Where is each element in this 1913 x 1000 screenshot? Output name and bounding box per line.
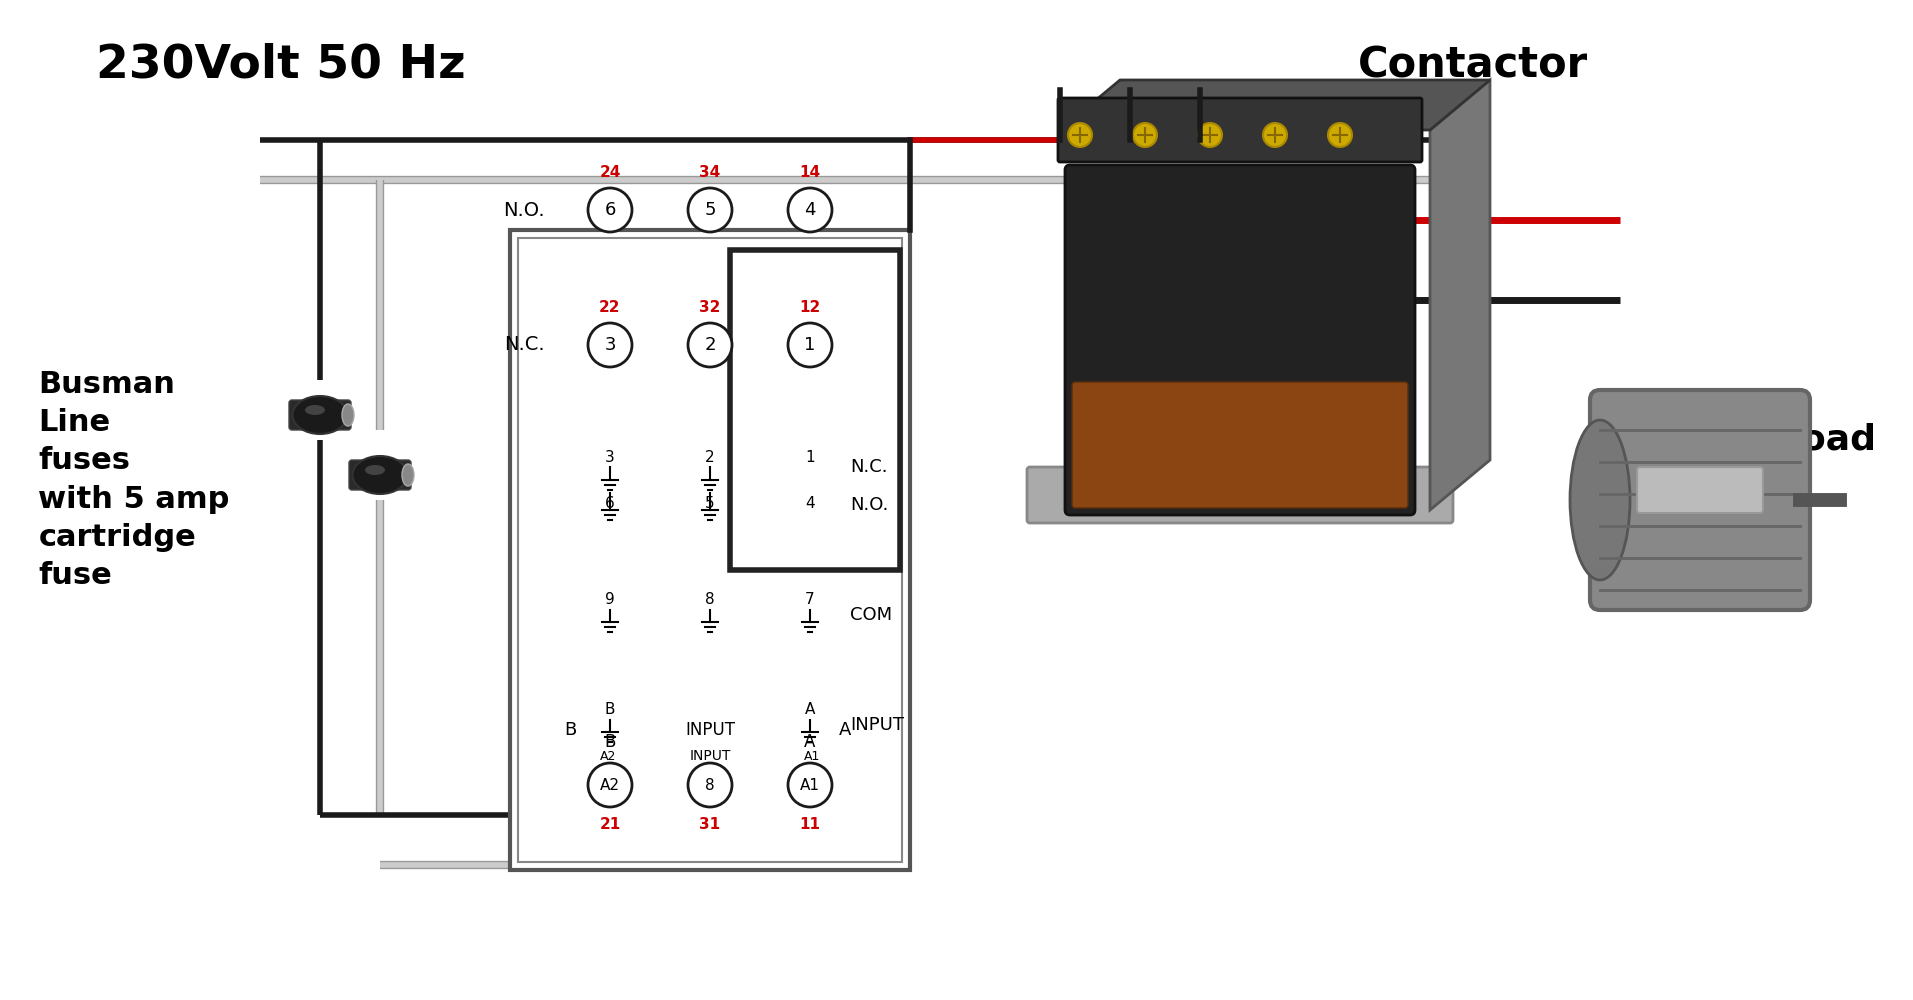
Polygon shape (1431, 80, 1490, 510)
Circle shape (1328, 123, 1352, 147)
Text: INPUT: INPUT (689, 749, 731, 763)
Text: 2: 2 (704, 336, 715, 354)
Text: N.C.: N.C. (505, 336, 545, 355)
Circle shape (788, 188, 832, 232)
Text: 2: 2 (706, 450, 715, 464)
Text: 3: 3 (605, 450, 614, 464)
Text: 12: 12 (800, 300, 821, 315)
Text: 9: 9 (605, 592, 614, 607)
FancyBboxPatch shape (289, 400, 350, 430)
Ellipse shape (293, 396, 348, 434)
Text: A2: A2 (601, 778, 620, 792)
Text: N.C.: N.C. (849, 458, 888, 476)
Text: 34: 34 (700, 165, 721, 180)
Text: A1: A1 (800, 778, 821, 792)
Text: 6: 6 (605, 495, 614, 510)
FancyBboxPatch shape (1058, 98, 1421, 162)
Circle shape (689, 323, 733, 367)
FancyBboxPatch shape (1590, 390, 1810, 610)
FancyBboxPatch shape (511, 230, 911, 870)
Circle shape (1132, 123, 1157, 147)
Text: 230Volt 50 Hz: 230Volt 50 Hz (96, 42, 465, 88)
Text: N.O.: N.O. (849, 496, 888, 514)
Text: 4: 4 (803, 201, 815, 219)
Text: B: B (605, 733, 616, 751)
FancyBboxPatch shape (518, 238, 903, 862)
Ellipse shape (1571, 420, 1630, 580)
Text: 31: 31 (700, 817, 721, 832)
Text: 8: 8 (706, 778, 715, 792)
Circle shape (689, 763, 733, 807)
Text: 1: 1 (805, 450, 815, 464)
Text: A: A (803, 733, 815, 751)
Text: 21: 21 (599, 817, 620, 832)
Text: Contactor: Contactor (1358, 44, 1588, 86)
Text: 5: 5 (704, 201, 715, 219)
Text: 11: 11 (800, 817, 821, 832)
Text: A2: A2 (601, 750, 616, 763)
Text: COM: COM (849, 606, 891, 624)
Text: B: B (564, 721, 576, 739)
Text: Load: Load (1779, 423, 1877, 457)
Text: 32: 32 (700, 300, 721, 315)
Circle shape (587, 323, 631, 367)
Text: 22: 22 (599, 300, 620, 315)
Text: 14: 14 (800, 165, 821, 180)
Text: 5: 5 (706, 495, 715, 510)
Text: N.O.: N.O. (503, 200, 545, 220)
Polygon shape (1060, 80, 1490, 130)
Circle shape (587, 763, 631, 807)
Text: 3: 3 (605, 336, 616, 354)
Circle shape (788, 763, 832, 807)
Text: A1: A1 (803, 750, 821, 763)
Text: 7: 7 (805, 592, 815, 607)
Circle shape (788, 323, 832, 367)
Text: B: B (605, 702, 616, 718)
Circle shape (1067, 123, 1092, 147)
FancyBboxPatch shape (1071, 382, 1408, 508)
Ellipse shape (342, 404, 354, 426)
Text: 10-pin base
for 50 HZ timer: 10-pin base for 50 HZ timer (1138, 425, 1402, 495)
FancyBboxPatch shape (731, 250, 899, 570)
Text: 4: 4 (805, 495, 815, 510)
FancyBboxPatch shape (1066, 165, 1416, 515)
Text: Busman
Line
fuses
with 5 amp
cartridge
fuse: Busman Line fuses with 5 amp cartridge f… (38, 370, 230, 590)
Ellipse shape (365, 465, 385, 475)
Text: 24: 24 (599, 165, 620, 180)
Text: 1: 1 (803, 336, 815, 354)
Ellipse shape (352, 456, 407, 494)
Ellipse shape (304, 405, 325, 415)
Circle shape (1198, 123, 1222, 147)
FancyBboxPatch shape (1638, 467, 1764, 513)
Circle shape (1263, 123, 1287, 147)
FancyBboxPatch shape (1027, 467, 1454, 523)
Text: A: A (838, 721, 851, 739)
Text: 8: 8 (706, 592, 715, 607)
Text: INPUT: INPUT (849, 716, 905, 734)
Text: A: A (805, 702, 815, 718)
Circle shape (689, 188, 733, 232)
Text: INPUT: INPUT (685, 721, 735, 739)
FancyBboxPatch shape (348, 460, 411, 490)
Circle shape (587, 188, 631, 232)
Text: 6: 6 (605, 201, 616, 219)
Ellipse shape (402, 464, 413, 486)
